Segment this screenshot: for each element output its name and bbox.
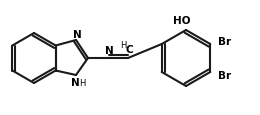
Text: N: N bbox=[73, 30, 81, 40]
Text: HO: HO bbox=[173, 16, 191, 26]
Text: H: H bbox=[120, 40, 126, 49]
Text: N: N bbox=[105, 46, 113, 56]
Text: N: N bbox=[71, 77, 79, 87]
Text: Br: Br bbox=[218, 37, 231, 47]
Text: C: C bbox=[125, 45, 133, 55]
Text: Br: Br bbox=[218, 70, 231, 80]
Text: H: H bbox=[79, 79, 85, 88]
